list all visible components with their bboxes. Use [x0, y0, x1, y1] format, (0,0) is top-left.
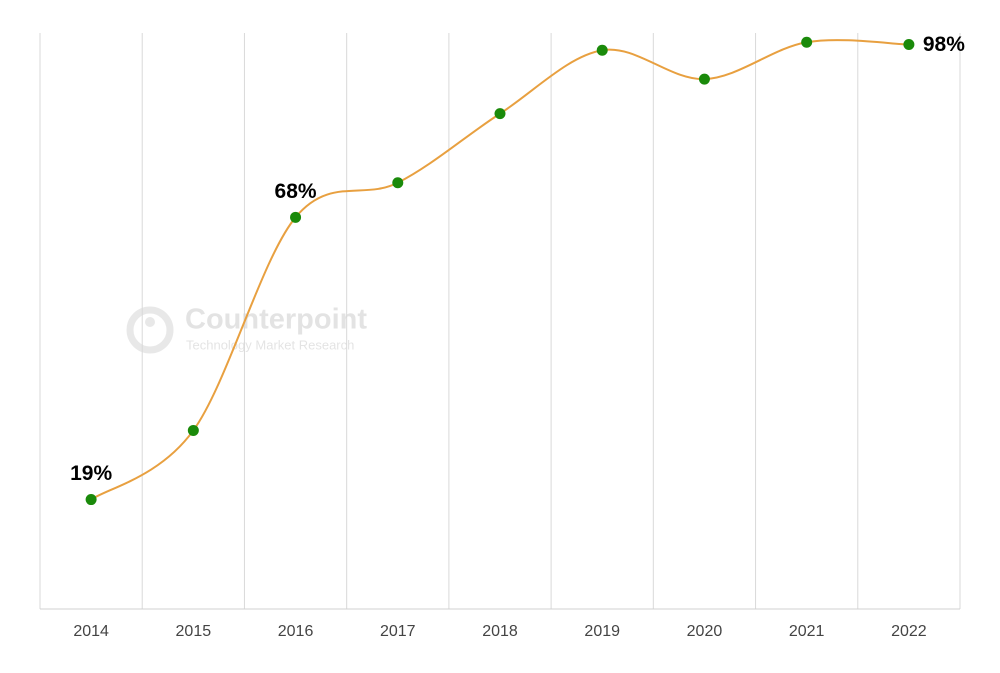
x-tick-label: 2021 — [789, 623, 825, 640]
watermark-logo-dot — [145, 317, 155, 327]
value-label: 98% — [923, 33, 965, 56]
point — [903, 39, 915, 51]
series-line — [90, 39, 909, 501]
point — [698, 73, 710, 85]
x-tick-label: 2018 — [482, 623, 518, 640]
watermark-title: Counterpoint — [185, 304, 367, 336]
x-tick-label: 2017 — [380, 623, 416, 640]
x-tick-label: 2016 — [278, 623, 314, 640]
watermark-subtitle: Technology Market Research — [186, 337, 354, 352]
x-tick-label: 2019 — [584, 623, 620, 640]
x-tick-label: 2020 — [687, 623, 723, 640]
point — [801, 36, 813, 48]
x-tick-label: 2014 — [73, 623, 109, 640]
point — [85, 494, 97, 506]
value-label: 68% — [275, 180, 317, 203]
watermark-logo — [126, 306, 174, 354]
point — [596, 44, 608, 56]
point — [187, 424, 199, 436]
point — [290, 211, 302, 223]
point — [494, 108, 506, 120]
watermark: Counterpoint Technology Market Research — [126, 304, 367, 354]
value-label: 19% — [70, 462, 112, 485]
x-tick-label: 2015 — [176, 623, 212, 640]
point — [392, 177, 404, 189]
x-tick-label: 2022 — [891, 623, 927, 640]
